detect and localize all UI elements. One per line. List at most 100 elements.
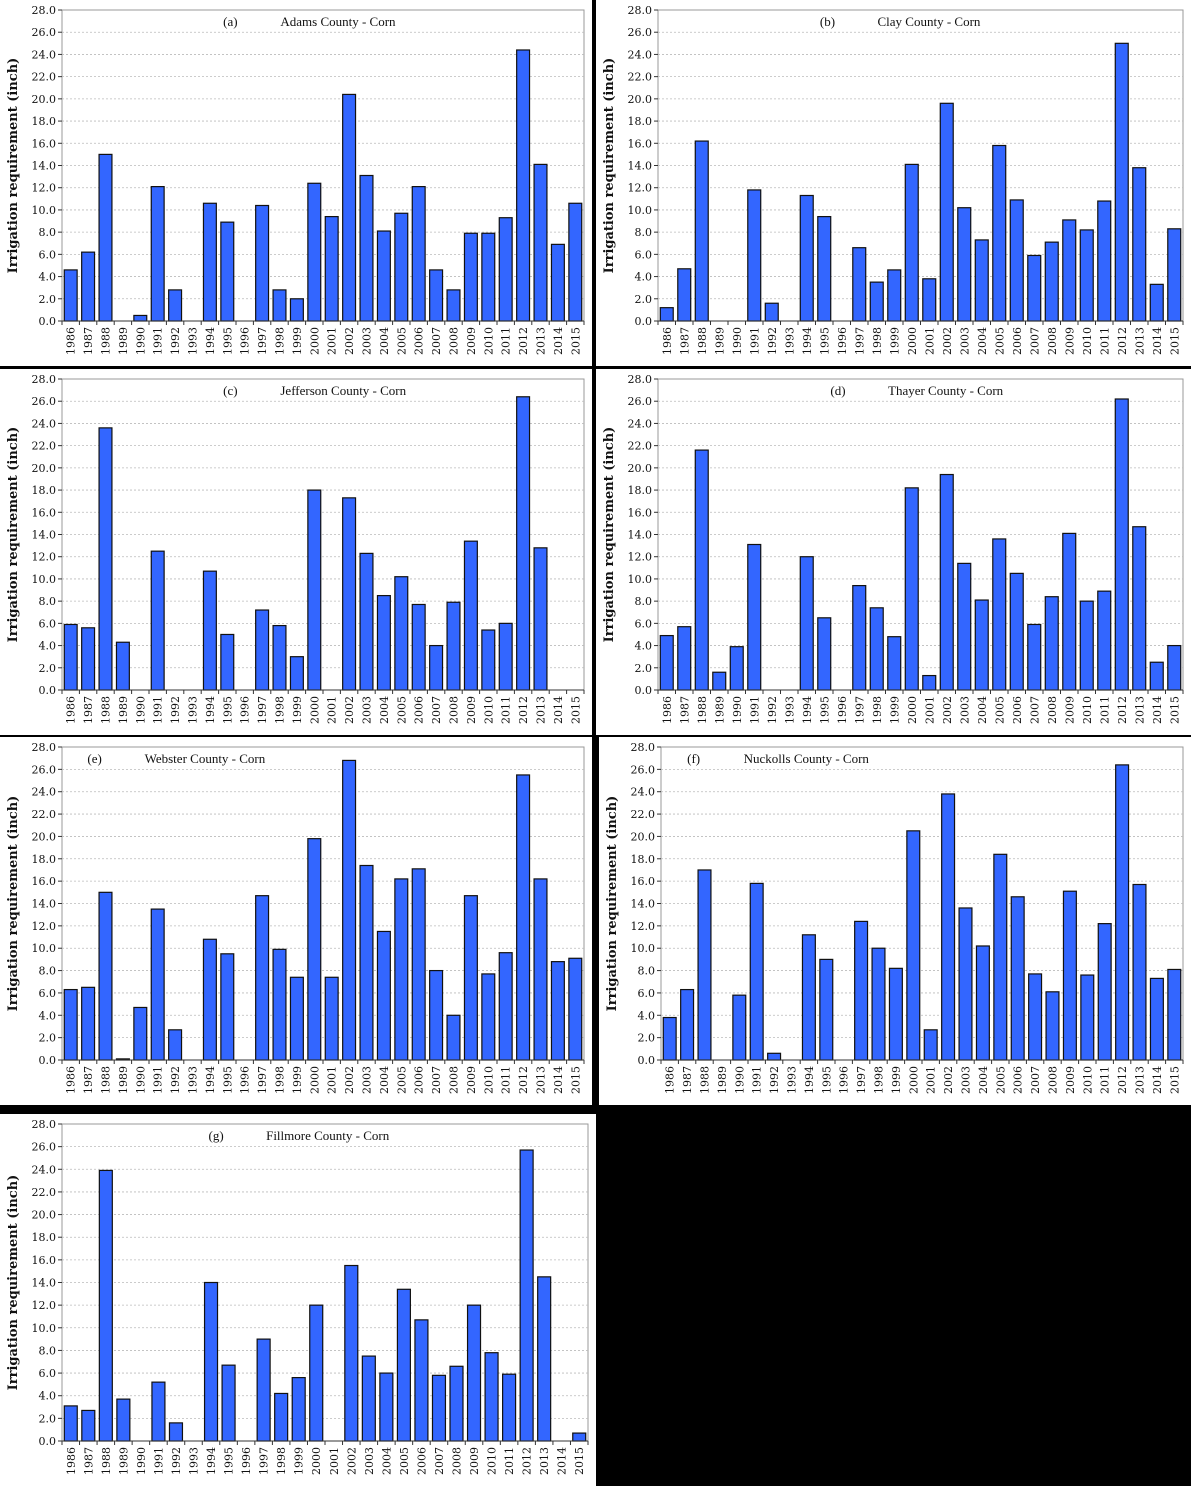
x-tick-label: 2015 — [573, 1447, 586, 1475]
x-tick-label: 1996 — [239, 1066, 252, 1094]
bar-2014 — [1149, 661, 1164, 691]
x-tick-label: 1988 — [696, 696, 709, 724]
x-tick-label: 1998 — [871, 696, 884, 724]
y-tick-label: 14.0 — [631, 898, 656, 911]
x-tick-label: 2005 — [395, 696, 408, 724]
bar-1998 — [272, 948, 287, 1061]
bar-2003 — [958, 907, 973, 1061]
bar-2012 — [519, 1149, 534, 1442]
bar-2009 — [463, 232, 478, 322]
y-tick-label: 22.0 — [32, 71, 57, 84]
x-tick-label: 1988 — [699, 1066, 712, 1094]
chart-panel-e: 0.0 2.0 4.0 6.0 8.0 10.0 12.0 14.0 16.0 18.0 20.0 2… — [0, 737, 592, 1105]
x-tick-label: 1991 — [152, 696, 165, 724]
x-tick-label: 1998 — [274, 327, 287, 355]
bar-1987 — [677, 268, 692, 322]
bar-1986 — [63, 269, 78, 322]
y-tick-label: 6.0 — [39, 248, 57, 261]
x-tick-label: 2014 — [556, 1447, 569, 1475]
x-tick-label: 2008 — [448, 1066, 461, 1094]
y-tick-label: 20.0 — [32, 830, 57, 843]
x-tick-label: 1999 — [291, 696, 304, 724]
y-tick-label: 24.0 — [32, 786, 57, 799]
y-tick-label: 28.0 — [32, 1118, 57, 1131]
bar-2006 — [1010, 896, 1025, 1061]
y-tick-label: 22.0 — [32, 1186, 57, 1199]
y-tick-label: 10.0 — [32, 204, 57, 217]
bar-2015 — [1167, 644, 1182, 691]
x-tick-label: 2010 — [486, 1447, 499, 1475]
x-tick-label: 1999 — [293, 1447, 306, 1475]
y-tick-label: 22.0 — [32, 808, 57, 821]
y-tick-label: 24.0 — [631, 786, 656, 799]
y-tick-label: 24.0 — [32, 48, 57, 61]
bar-2003 — [957, 562, 972, 691]
chart-title: Nuckolls County - Corn — [744, 751, 870, 766]
y-tick-label: 26.0 — [32, 395, 57, 408]
bar-1999 — [289, 298, 304, 322]
x-tick-label: 2008 — [1047, 1066, 1060, 1094]
x-tick-label: 2014 — [1151, 1066, 1164, 1094]
bar-1990 — [133, 314, 148, 322]
y-tick-label: 16.0 — [628, 506, 653, 519]
y-tick-label: 4.0 — [635, 640, 653, 653]
x-tick-label: 1998 — [275, 1447, 288, 1475]
x-tick-label: 1995 — [223, 1447, 236, 1475]
x-tick-label: 1987 — [82, 1066, 95, 1094]
bar-1998 — [274, 1392, 289, 1442]
x-tick-label: 1987 — [678, 696, 691, 724]
y-tick-label: 8.0 — [635, 595, 653, 608]
x-tick-label: 2015 — [1168, 1066, 1181, 1094]
x-tick-label: 2012 — [517, 327, 530, 355]
y-tick-label: 18.0 — [628, 115, 653, 128]
chart-title: Thayer County - Corn — [888, 383, 1004, 398]
x-tick-label: 1993 — [187, 1066, 200, 1094]
y-tick-label: 16.0 — [32, 506, 57, 519]
bar-1990 — [729, 646, 744, 691]
x-tick-label: 2011 — [500, 327, 513, 355]
x-tick-label: 1998 — [274, 1066, 287, 1094]
y-tick-label: 26.0 — [628, 395, 653, 408]
bar-2011 — [1097, 200, 1112, 322]
chart-panel-b: 0.0 2.0 4.0 6.0 8.0 10.0 12.0 14.0 16.0 18.0 20.0 2… — [596, 0, 1191, 366]
x-tick-label: 2007 — [430, 327, 443, 355]
x-tick-label: 1998 — [274, 696, 287, 724]
x-tick-label: 2014 — [552, 696, 565, 724]
x-tick-label: 2007 — [433, 1447, 446, 1475]
bar-1998 — [871, 947, 886, 1061]
bar-2007 — [429, 969, 444, 1061]
y-tick-label: 6.0 — [635, 248, 653, 261]
x-tick-label: 2004 — [378, 327, 391, 355]
x-tick-label: 2006 — [413, 696, 426, 724]
x-tick-label: 1991 — [152, 1447, 165, 1475]
x-tick-label: 2000 — [308, 1066, 321, 1094]
y-tick-label: 18.0 — [628, 484, 653, 497]
bar-2001 — [923, 1029, 938, 1061]
y-tick-label: 4.0 — [635, 271, 653, 284]
bar-1998 — [869, 281, 884, 322]
bar-1988 — [694, 449, 709, 691]
x-tick-label: 2011 — [1098, 696, 1111, 724]
x-tick-label: 2013 — [1133, 696, 1146, 724]
x-tick-label: 1988 — [100, 327, 113, 355]
y-tick-label: 16.0 — [628, 137, 653, 150]
y-tick-label: 10.0 — [32, 942, 57, 955]
x-tick-label: 1992 — [768, 1066, 781, 1094]
bar-2002 — [939, 102, 954, 322]
x-tick-label: 2007 — [1028, 696, 1041, 724]
y-tick-label: 12.0 — [32, 1299, 57, 1312]
bar-2008 — [446, 1014, 461, 1061]
bar-2006 — [411, 603, 426, 691]
panel-letter: (g) — [209, 1128, 224, 1143]
x-tick-label: 2004 — [378, 1066, 391, 1094]
x-tick-label: 1996 — [836, 696, 849, 724]
y-tick-label: 16.0 — [32, 875, 57, 888]
y-tick-label: 24.0 — [628, 48, 653, 61]
bar-2009 — [1062, 890, 1077, 1061]
y-tick-label: 6.0 — [39, 1367, 57, 1380]
x-tick-label: 2011 — [500, 696, 513, 724]
bar-2014 — [550, 243, 565, 322]
y-tick-label: 4.0 — [39, 1390, 57, 1403]
x-tick-label: 1989 — [716, 1066, 729, 1094]
x-tick-label: 1996 — [239, 327, 252, 355]
